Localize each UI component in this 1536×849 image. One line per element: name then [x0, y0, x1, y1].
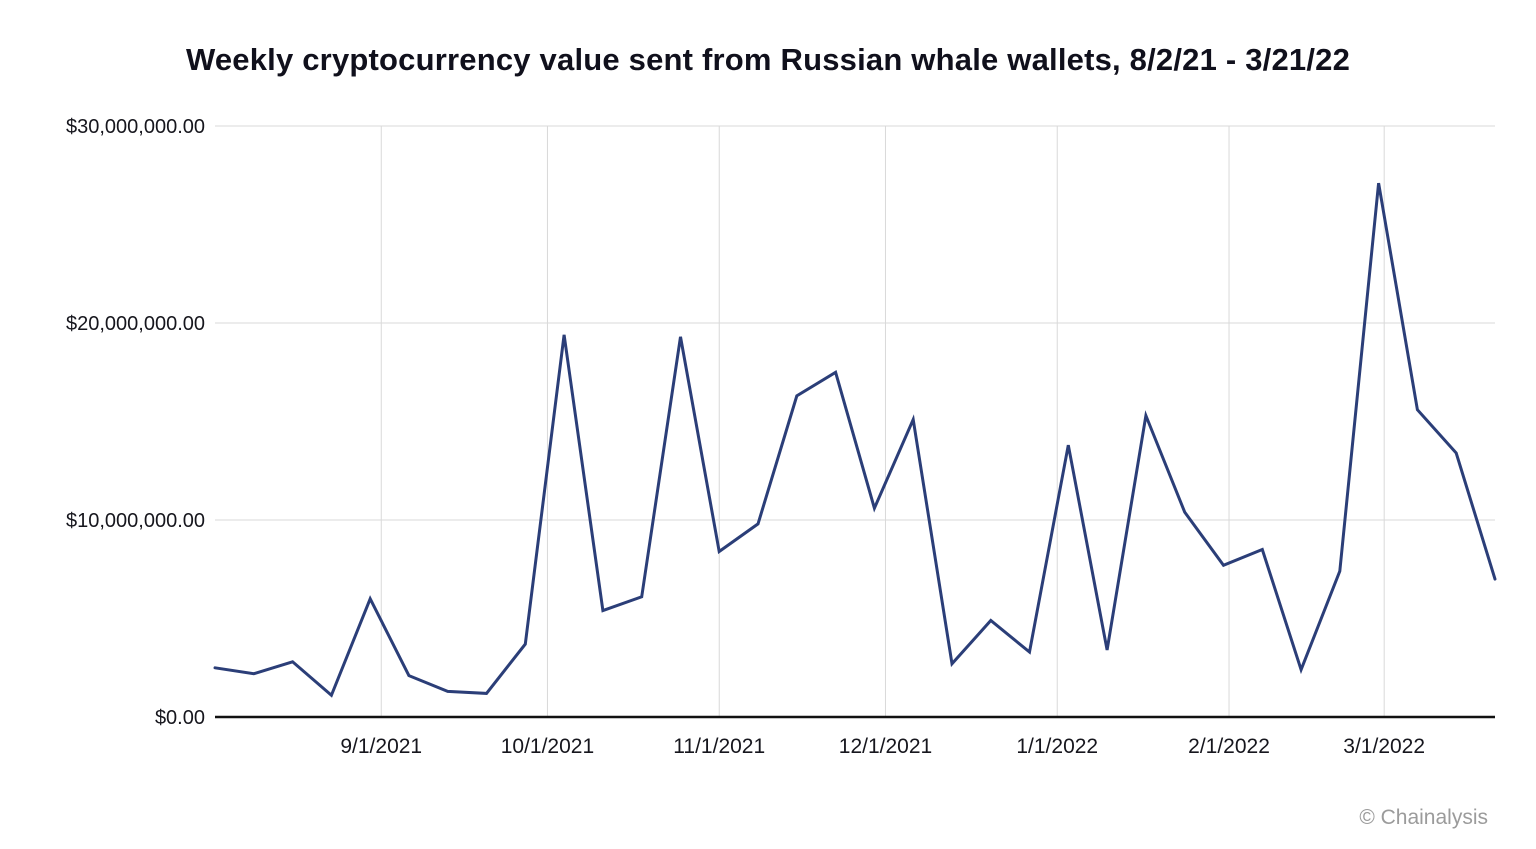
x-tick-label: 2/1/2022 [1188, 735, 1270, 758]
chainalysis-attribution: © Chainalysis [1359, 806, 1488, 829]
y-tick-label: $0.00 [155, 707, 205, 729]
chart-title: Weekly cryptocurrency value sent from Ru… [185, 42, 1351, 77]
x-tick-label: 1/1/2022 [1016, 735, 1098, 758]
x-tick-label: 11/1/2021 [673, 735, 765, 758]
y-tick-label: $30,000,000.00 [66, 116, 205, 138]
x-tick-label: 9/1/2021 [340, 735, 422, 758]
y-tick-label: $20,000,000.00 [66, 313, 205, 335]
x-tick-label: 10/1/2021 [501, 735, 594, 758]
y-tick-label: $10,000,000.00 [66, 510, 205, 532]
data-line-weekly-value [213, 182, 1497, 698]
x-tick-label: 3/1/2022 [1343, 735, 1425, 758]
x-tick-label: 12/1/2021 [839, 735, 932, 758]
